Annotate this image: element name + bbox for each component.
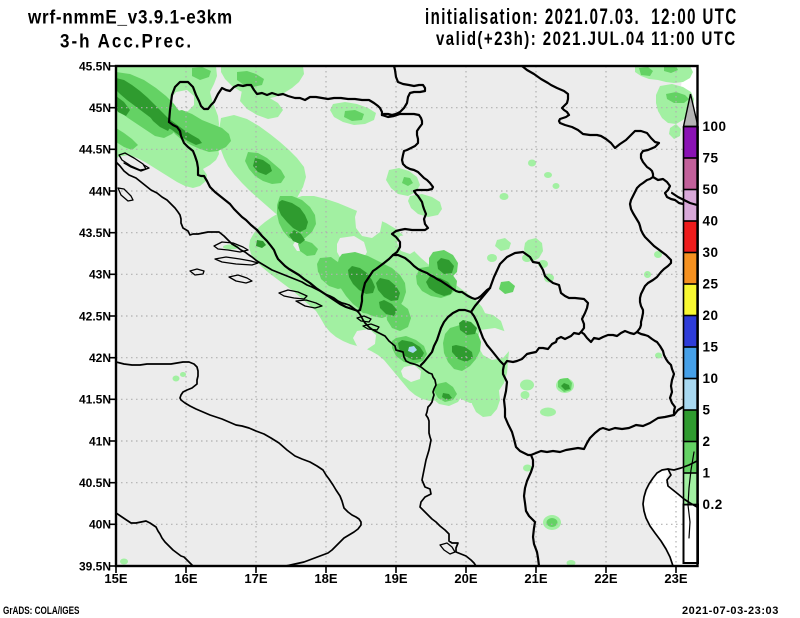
svg-text:18E: 18E bbox=[314, 571, 337, 586]
svg-text:16E: 16E bbox=[174, 571, 197, 586]
svg-text:25: 25 bbox=[703, 277, 719, 292]
svg-text:41.5N: 41.5N bbox=[79, 393, 111, 407]
svg-text:5: 5 bbox=[703, 403, 711, 418]
svg-text:1: 1 bbox=[703, 466, 711, 481]
svg-text:40.5N: 40.5N bbox=[79, 476, 111, 490]
svg-text:15: 15 bbox=[703, 340, 719, 355]
svg-text:30: 30 bbox=[703, 245, 719, 260]
svg-text:15E: 15E bbox=[104, 571, 127, 586]
svg-text:17E: 17E bbox=[244, 571, 267, 586]
svg-text:45N: 45N bbox=[89, 101, 111, 115]
svg-text:39.5N: 39.5N bbox=[79, 559, 111, 573]
svg-text:43N: 43N bbox=[89, 268, 111, 282]
svg-text:50: 50 bbox=[703, 182, 719, 197]
svg-text:43.5N: 43.5N bbox=[79, 226, 111, 240]
svg-text:40N: 40N bbox=[89, 518, 111, 532]
svg-text:2: 2 bbox=[703, 434, 711, 449]
svg-text:21E: 21E bbox=[524, 571, 547, 586]
svg-text:75: 75 bbox=[703, 151, 719, 166]
svg-text:20E: 20E bbox=[454, 571, 477, 586]
svg-text:44.5N: 44.5N bbox=[79, 143, 111, 157]
svg-text:44N: 44N bbox=[89, 184, 111, 198]
svg-text:23E: 23E bbox=[664, 571, 687, 586]
svg-text:41N: 41N bbox=[89, 434, 111, 448]
svg-text:19E: 19E bbox=[384, 571, 407, 586]
svg-text:40: 40 bbox=[703, 214, 719, 229]
svg-text:20: 20 bbox=[703, 308, 719, 323]
svg-text:100: 100 bbox=[703, 119, 727, 134]
svg-text:45.5N: 45.5N bbox=[79, 59, 111, 73]
svg-text:0.2: 0.2 bbox=[703, 497, 723, 512]
svg-text:42.5N: 42.5N bbox=[79, 309, 111, 323]
svg-text:42N: 42N bbox=[89, 351, 111, 365]
svg-text:22E: 22E bbox=[594, 571, 617, 586]
svg-text:10: 10 bbox=[703, 371, 719, 386]
